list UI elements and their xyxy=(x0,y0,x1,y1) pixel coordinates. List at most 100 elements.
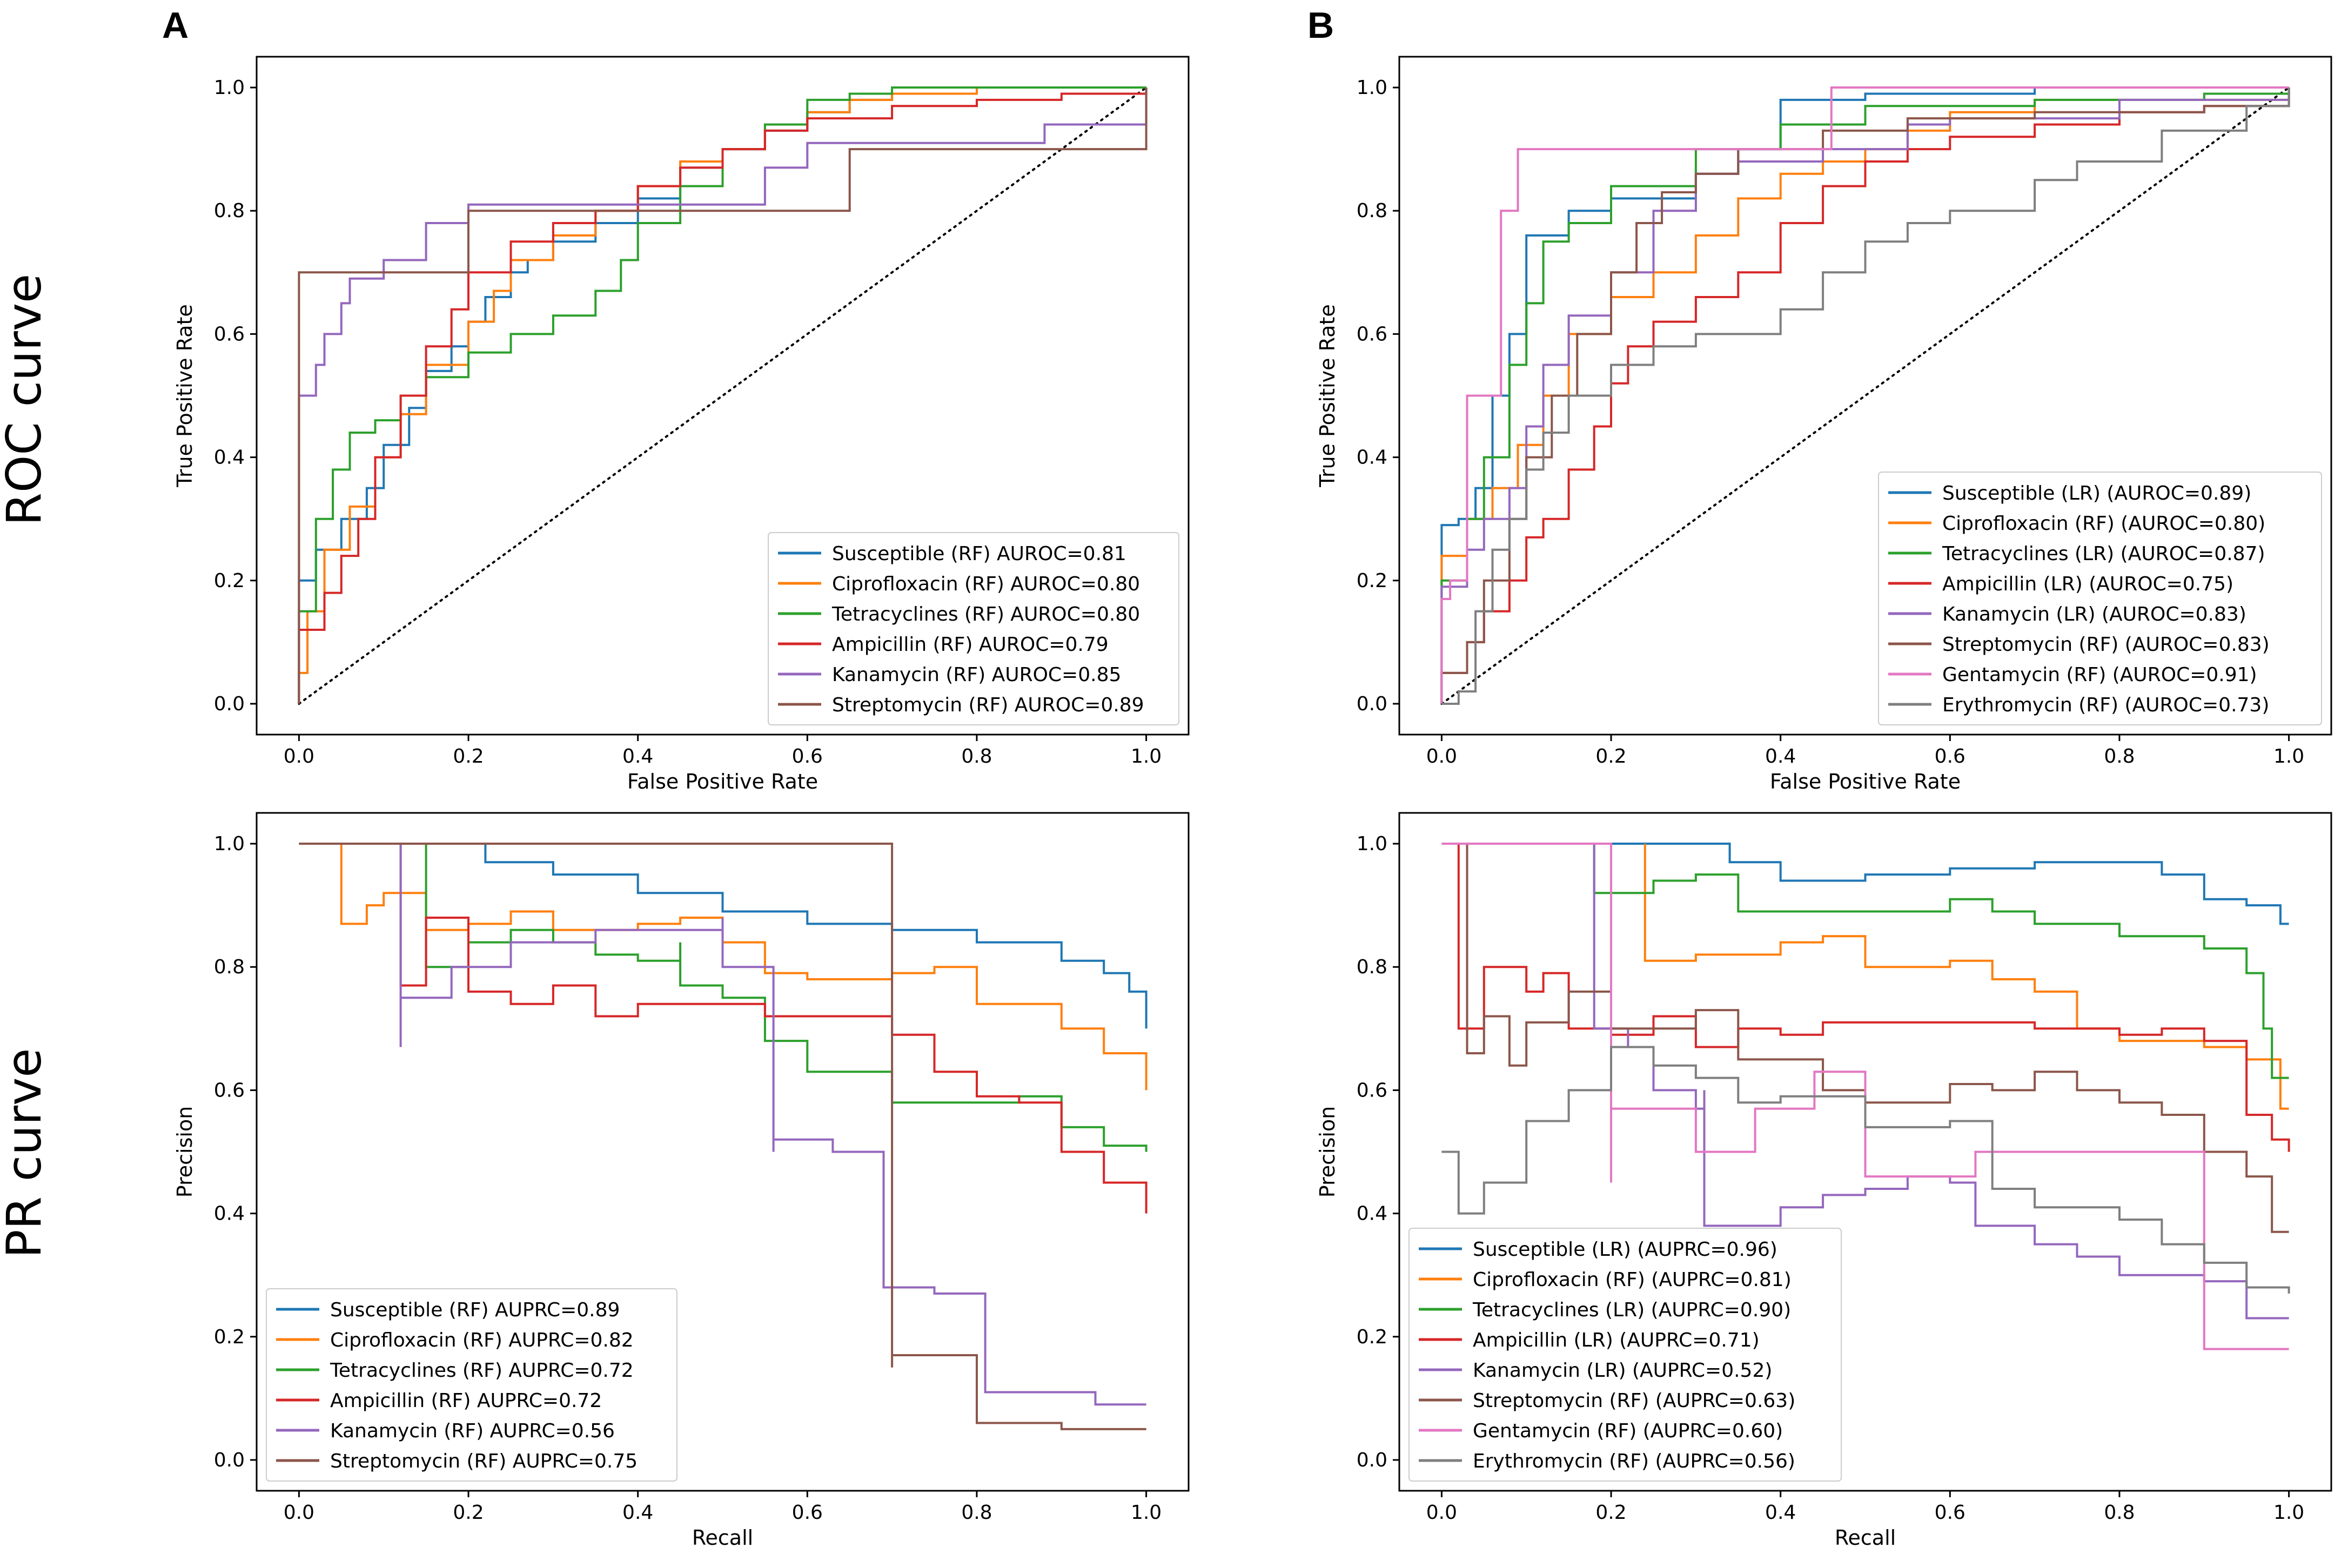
series-line-gentamycin xyxy=(1440,86,2289,704)
x-axis-label: Recall xyxy=(1835,1526,1896,1550)
legend-label-susceptible: Susceptible (RF) AUPRC=0.89 xyxy=(330,1299,620,1321)
y-tick-label: 0.6 xyxy=(1357,1079,1387,1101)
x-tick-label: 0.0 xyxy=(284,745,314,768)
series-line-kanamycin xyxy=(298,88,1148,704)
series-line-ciprofloxacin xyxy=(298,86,1146,704)
series-line-ampicillin xyxy=(1457,844,2290,1152)
x-tick-label: 0.4 xyxy=(622,745,653,768)
legend-box xyxy=(1408,1228,1842,1482)
y-tick-label: 0.8 xyxy=(214,200,245,222)
x-tick-label: 1.0 xyxy=(1131,1502,1162,1524)
y-tick-label: 0.6 xyxy=(214,323,245,345)
series-line-kanamycin xyxy=(399,844,1146,1406)
legend-label-gentamycin: Gentamycin (RF) (AUROC=0.91) xyxy=(1942,664,2257,686)
legend-label-ampicillin: Ampicillin (RF) AUROC=0.79 xyxy=(832,634,1109,656)
legend-label-gentamycin: Gentamycin (RF) (AUPRC=0.60) xyxy=(1473,1420,1783,1442)
series-line-erythromycin xyxy=(1441,1046,2290,1294)
chance-diagonal-line xyxy=(298,86,1148,705)
y-axis-label: Precision xyxy=(173,1106,197,1198)
legend-label-streptomycin: Streptomycin (RF) AUPRC=0.75 xyxy=(330,1450,638,1472)
y-tick-label: 0.8 xyxy=(1357,956,1387,978)
y-tick-label: 0.4 xyxy=(214,447,245,469)
series-line-tetracyclines xyxy=(298,86,1146,704)
x-tick-label: 0.4 xyxy=(1765,1502,1796,1524)
x-tick-label: 0.6 xyxy=(792,745,823,768)
series-line-ciprofloxacin xyxy=(1440,88,2290,704)
series-line-tetracyclines xyxy=(1593,844,2289,1079)
x-tick-label: 0.0 xyxy=(1426,1502,1457,1524)
y-tick-label: 0.0 xyxy=(1357,1449,1387,1471)
x-tick-label: 0.0 xyxy=(284,1502,314,1524)
y-tick-label: 1.0 xyxy=(214,77,245,99)
series-line-tetracyclines xyxy=(425,844,1148,1152)
legend-label-tetracyclines: Tetracyclines (LR) (AUPRC=0.90) xyxy=(1472,1299,1791,1321)
legend-label-susceptible: Susceptible (RF) AUROC=0.81 xyxy=(832,543,1126,565)
legend-box xyxy=(768,532,1179,725)
legend-label-ciprofloxacin: Ciprofloxacin (RF) (AUPRC=0.81) xyxy=(1473,1269,1792,1291)
plot-frame xyxy=(256,812,1190,1492)
y-tick-label: 0.2 xyxy=(214,1326,245,1348)
legend-box xyxy=(1878,472,2322,725)
legend-label-kanamycin: Kanamycin (RF) AUPRC=0.56 xyxy=(330,1420,615,1442)
panel-letter-b: B xyxy=(1307,5,1334,46)
x-tick-label: 0.4 xyxy=(622,1502,653,1524)
series-line-streptomycin xyxy=(298,88,1148,704)
x-tick-label: 1.0 xyxy=(1131,745,1162,768)
x-tick-label: 0.2 xyxy=(1595,1502,1626,1524)
series-line-streptomycin xyxy=(1440,88,2290,704)
y-tick-label: 0.0 xyxy=(214,1449,245,1471)
legend-label-ampicillin: Ampicillin (RF) AUPRC=0.72 xyxy=(330,1390,602,1412)
legend-label-streptomycin: Streptomycin (RF) AUROC=0.89 xyxy=(832,694,1144,716)
legend-label-ciprofloxacin: Ciprofloxacin (RF) AUPRC=0.82 xyxy=(330,1329,634,1351)
legend-label-kanamycin: Kanamycin (LR) (AUPRC=0.52) xyxy=(1473,1360,1772,1382)
y-tick-label: 1.0 xyxy=(214,833,245,855)
x-tick-label: 0.0 xyxy=(1426,745,1457,768)
series-line-susceptible xyxy=(299,843,1148,1029)
y-tick-label: 0.2 xyxy=(214,570,245,592)
x-tick-label: 0.6 xyxy=(792,1502,823,1524)
x-axis-label: Recall xyxy=(692,1526,753,1550)
legend-label-streptomycin: Streptomycin (RF) (AUROC=0.83) xyxy=(1942,634,2270,656)
series-line-kanamycin xyxy=(1593,844,2289,1320)
legend-label-kanamycin: Kanamycin (RF) AUROC=0.85 xyxy=(832,664,1121,686)
legend: Susceptible (LR) (AUROC=0.89) Ciprofloxac… xyxy=(1878,472,2322,725)
plot-frame xyxy=(1398,812,2332,1492)
legend-label-ciprofloxacin: Ciprofloxacin (RF) AUROC=0.80 xyxy=(832,573,1140,595)
legend: Susceptible (RF) AUROC=0.81 Ciprofloxacin… xyxy=(768,532,1179,725)
y-tick-label: 0.8 xyxy=(1357,200,1387,222)
x-tick-label: 0.6 xyxy=(1935,745,1965,768)
x-axis-label: False Positive Rate xyxy=(1770,770,1961,793)
x-tick-label: 0.4 xyxy=(1765,745,1796,768)
legend-label-ciprofloxacin: Ciprofloxacin (RF) (AUROC=0.80) xyxy=(1942,513,2265,535)
x-tick-label: 0.2 xyxy=(1595,745,1626,768)
x-axis-label: False Positive Rate xyxy=(627,770,818,793)
y-tick-label: 0.6 xyxy=(1357,323,1387,345)
series-line-tetracyclines xyxy=(1440,88,2290,704)
y-tick-label: 0.2 xyxy=(1357,570,1387,592)
pr-chart-rf: 0.0 0.2 0.4 0.6 0.8 1.0 0.0 0.2 0.4 0.6 0.8 1.0 Reca… xyxy=(173,812,1190,1550)
series-line-streptomycin xyxy=(299,843,1146,1430)
legend-label-susceptible: Susceptible (LR) (AUROC=0.89) xyxy=(1942,482,2251,504)
x-tick-label: 0.8 xyxy=(961,1502,992,1524)
series-line-susceptible xyxy=(1611,843,2289,925)
legend-label-susceptible: Susceptible (LR) (AUPRC=0.96) xyxy=(1473,1239,1777,1261)
x-tick-label: 1.0 xyxy=(2273,745,2304,768)
y-tick-label: 0.2 xyxy=(1357,1326,1387,1348)
series-line-ampicillin xyxy=(298,88,1148,704)
y-axis-label: True Positive Rate xyxy=(1316,304,1339,488)
y-axis-label: Precision xyxy=(1316,1106,1339,1198)
x-tick-label: 0.8 xyxy=(2104,745,2135,768)
y-tick-label: 0.4 xyxy=(1357,1203,1387,1225)
y-tick-label: 1.0 xyxy=(1357,833,1387,855)
legend-label-streptomycin: Streptomycin (RF) (AUPRC=0.63) xyxy=(1473,1390,1795,1412)
y-tick-label: 0.0 xyxy=(1357,693,1387,715)
plot-frame xyxy=(1398,56,2332,736)
y-tick-label: 0.8 xyxy=(214,956,245,978)
y-axis-label: True Positive Rate xyxy=(173,304,197,488)
legend: Susceptible (RF) AUPRC=0.89 Ciprofloxacin… xyxy=(266,1288,677,1482)
chance-diagonal-line xyxy=(1440,86,2290,705)
x-tick-label: 0.8 xyxy=(2104,1502,2135,1524)
legend-label-ampicillin: Ampicillin (LR) (AUROC=0.75) xyxy=(1942,573,2233,595)
series-line-gentamycin xyxy=(1441,843,2289,1350)
x-tick-label: 0.8 xyxy=(961,745,992,768)
